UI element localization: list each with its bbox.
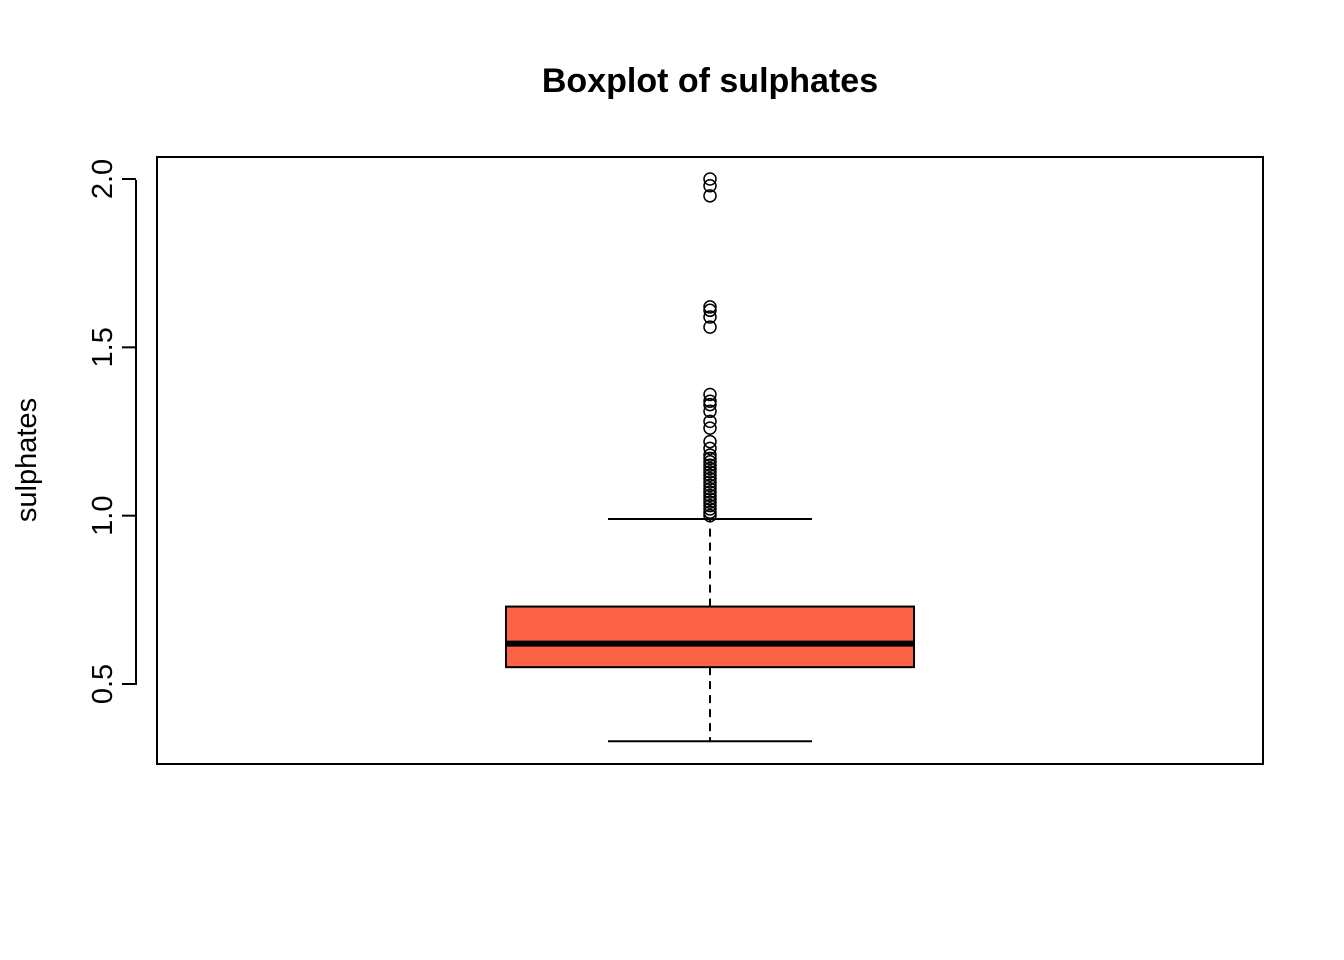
outlier-point [703, 505, 717, 520]
outlier-point [703, 303, 717, 318]
outlier-point [703, 458, 717, 472]
outlier-point [703, 320, 717, 334]
y-tick-label: 1.0 [87, 496, 119, 536]
y-tick-label: 2.0 [87, 159, 119, 199]
outlier-point [703, 478, 717, 493]
outlier-point [703, 172, 717, 186]
outlier-point [703, 461, 717, 476]
outlier-point [703, 492, 717, 506]
outlier-point [703, 475, 717, 489]
outlier-point [703, 498, 717, 513]
outlier-point [703, 441, 717, 456]
outlier-point [703, 421, 717, 435]
outlier-point [703, 397, 717, 412]
outlier-point [703, 468, 717, 483]
outlier-point [703, 178, 717, 193]
outlier-point [703, 387, 717, 402]
interquartile-box [505, 605, 915, 669]
boxplot-series [505, 172, 915, 743]
outlier-point [703, 414, 717, 429]
outlier-point [703, 471, 717, 486]
outlier-point [703, 300, 717, 314]
outlier-point [703, 488, 717, 503]
y-tick-label: 0.5 [87, 664, 119, 704]
outlier-point [703, 189, 717, 203]
y-axis-label: sulphates [11, 398, 43, 522]
y-tick-label: 1.5 [87, 327, 119, 367]
plot-frame [156, 156, 1264, 765]
outlier-point [703, 495, 717, 509]
outlier-point [703, 485, 717, 499]
outlier-point [703, 481, 717, 496]
outlier-point [703, 502, 717, 516]
y-axis: 0.5 1.0 1.5 2.0 [87, 159, 137, 704]
outlier-point [703, 465, 717, 479]
outlier-point [703, 434, 717, 449]
outlier-point [703, 508, 717, 523]
outlier-point [703, 448, 717, 462]
outlier-point [703, 394, 717, 408]
outlier-point [703, 404, 717, 419]
chart-title: Boxplot of sulphates [542, 62, 878, 100]
outlier-point [703, 455, 717, 469]
outlier-point [703, 310, 717, 324]
outlier-point [703, 451, 717, 466]
